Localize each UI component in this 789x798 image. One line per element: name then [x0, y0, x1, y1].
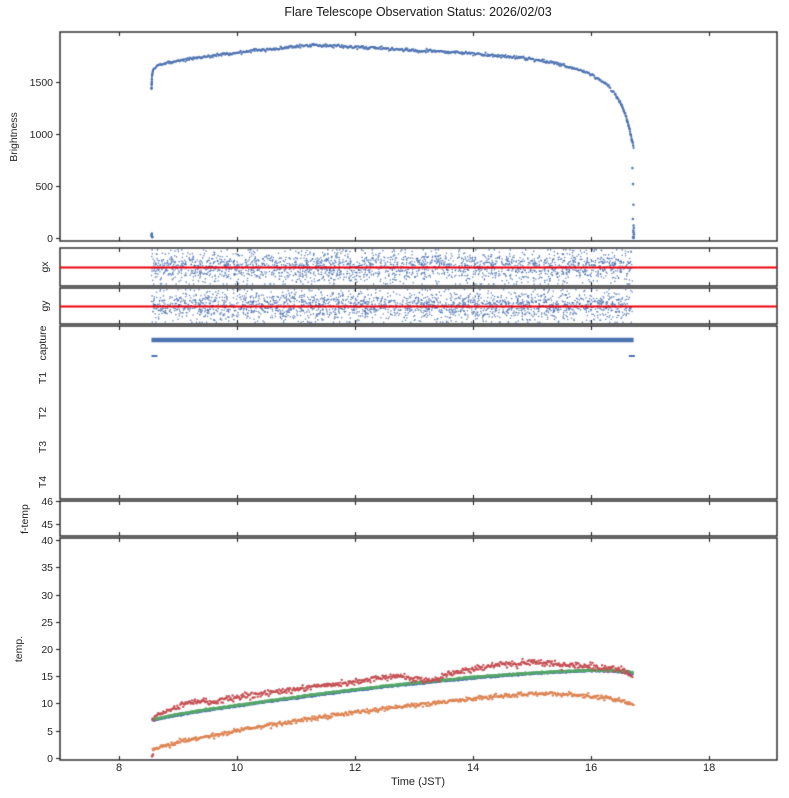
ytick-label-f_temp: 46: [41, 495, 53, 508]
ytick-label-brightness: 1000: [29, 128, 53, 141]
xtick-label: 8: [115, 762, 123, 774]
ytick-label-temp: 0: [47, 752, 53, 765]
xtick-label: 10: [230, 762, 244, 774]
xtick-label: 14: [466, 762, 480, 774]
row-label-t2: T2: [37, 406, 49, 419]
x-axis-label: Time (JST): [391, 776, 445, 788]
ylabel-temp: temp.: [13, 635, 25, 663]
ylabel-brightness: Brightness: [8, 111, 20, 162]
ytick-label-temp: 30: [41, 589, 53, 602]
row-label-t4: T4: [37, 475, 49, 488]
xtick-label: 18: [703, 762, 716, 774]
ytick-label-temp: 25: [41, 616, 53, 629]
ytick-label-temp: 35: [41, 561, 53, 574]
ytick-label-temp: 5: [47, 725, 53, 738]
xtick-label: 12: [348, 762, 362, 774]
ytick-label-f_temp: 45: [41, 518, 53, 531]
ytick-label-temp: 15: [41, 670, 53, 683]
ytick-label-brightness: 1500: [29, 76, 53, 89]
row-label-t3: T3: [37, 440, 49, 454]
chart-title: Flare Telescope Observation Status: 2026…: [284, 5, 552, 19]
ylabel-f_temp: f-temp: [19, 503, 31, 534]
ylabel-gx: gx: [39, 261, 51, 273]
ytick-label-brightness: 0: [47, 232, 53, 245]
xtick-label: 16: [584, 762, 598, 774]
ytick-label-temp: 20: [41, 643, 53, 656]
ylabel-gy: gy: [39, 300, 51, 312]
ytick-label-temp: 10: [41, 697, 53, 710]
row-label-capture: capture: [37, 325, 49, 361]
ytick-label-temp: 40: [41, 534, 53, 547]
row-label-t1: T1: [37, 371, 49, 385]
ytick-label-brightness: 500: [35, 180, 53, 193]
